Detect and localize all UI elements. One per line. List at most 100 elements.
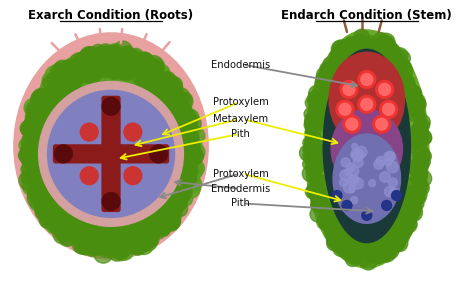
Circle shape <box>369 249 380 261</box>
Circle shape <box>332 49 345 62</box>
Circle shape <box>64 71 78 85</box>
Circle shape <box>43 197 62 216</box>
Circle shape <box>27 188 47 208</box>
Circle shape <box>53 78 70 94</box>
Circle shape <box>376 81 393 98</box>
Circle shape <box>174 133 191 150</box>
Circle shape <box>138 210 157 229</box>
Circle shape <box>315 98 330 112</box>
Circle shape <box>162 80 180 97</box>
Circle shape <box>171 99 182 109</box>
Circle shape <box>333 222 347 237</box>
Circle shape <box>149 72 165 88</box>
Circle shape <box>366 47 378 59</box>
Circle shape <box>68 206 80 217</box>
Circle shape <box>392 48 408 63</box>
Circle shape <box>372 32 389 50</box>
Circle shape <box>53 211 64 222</box>
Circle shape <box>158 90 178 110</box>
Ellipse shape <box>23 46 199 254</box>
Circle shape <box>142 77 159 94</box>
Circle shape <box>36 118 50 132</box>
Circle shape <box>37 122 47 133</box>
Circle shape <box>64 154 78 168</box>
Circle shape <box>182 153 199 169</box>
Circle shape <box>77 234 93 250</box>
Circle shape <box>173 183 184 194</box>
Circle shape <box>408 160 423 175</box>
Circle shape <box>102 242 118 258</box>
Circle shape <box>319 195 333 208</box>
Circle shape <box>151 208 169 225</box>
Circle shape <box>334 235 351 252</box>
Circle shape <box>77 237 90 250</box>
Circle shape <box>179 116 194 132</box>
Circle shape <box>175 163 190 177</box>
Circle shape <box>156 93 168 104</box>
Circle shape <box>128 78 142 92</box>
Circle shape <box>405 191 419 205</box>
Circle shape <box>372 249 385 263</box>
Circle shape <box>110 170 121 180</box>
Circle shape <box>100 164 114 179</box>
Circle shape <box>81 51 100 69</box>
Circle shape <box>166 80 180 93</box>
Circle shape <box>120 190 132 202</box>
Circle shape <box>308 142 324 159</box>
Circle shape <box>352 40 369 57</box>
Circle shape <box>382 201 392 210</box>
Circle shape <box>170 198 183 211</box>
Circle shape <box>403 99 420 116</box>
Circle shape <box>350 247 360 257</box>
Circle shape <box>53 70 65 82</box>
Circle shape <box>55 77 74 95</box>
Circle shape <box>63 157 74 169</box>
Circle shape <box>177 105 192 120</box>
Circle shape <box>28 120 42 134</box>
Circle shape <box>60 66 71 77</box>
Circle shape <box>389 67 404 81</box>
Circle shape <box>334 238 349 253</box>
Circle shape <box>178 117 197 136</box>
Circle shape <box>308 97 318 107</box>
Circle shape <box>331 40 349 58</box>
Circle shape <box>146 73 163 90</box>
Circle shape <box>91 70 106 85</box>
Circle shape <box>99 50 114 66</box>
Circle shape <box>401 61 411 72</box>
Circle shape <box>184 141 194 151</box>
Circle shape <box>105 70 124 89</box>
Circle shape <box>167 86 183 101</box>
Circle shape <box>163 212 180 230</box>
Circle shape <box>87 234 100 247</box>
Circle shape <box>146 77 159 89</box>
Circle shape <box>377 35 393 51</box>
Circle shape <box>101 233 112 244</box>
Circle shape <box>109 227 119 237</box>
Circle shape <box>143 232 159 247</box>
Circle shape <box>24 98 44 118</box>
Circle shape <box>344 50 360 66</box>
FancyBboxPatch shape <box>102 96 120 212</box>
Circle shape <box>338 54 351 67</box>
Circle shape <box>302 158 314 169</box>
Circle shape <box>104 145 116 157</box>
Circle shape <box>30 132 45 146</box>
Circle shape <box>91 131 106 147</box>
Circle shape <box>358 47 374 63</box>
Circle shape <box>143 219 159 234</box>
Circle shape <box>385 221 401 236</box>
Circle shape <box>129 59 140 70</box>
Circle shape <box>162 200 178 216</box>
Circle shape <box>321 206 332 217</box>
Circle shape <box>154 217 169 232</box>
Circle shape <box>358 47 369 58</box>
Circle shape <box>411 158 421 168</box>
Circle shape <box>96 162 113 179</box>
Circle shape <box>101 234 114 248</box>
Circle shape <box>135 222 153 240</box>
Circle shape <box>52 201 65 215</box>
Circle shape <box>356 146 367 158</box>
Circle shape <box>34 175 51 192</box>
Circle shape <box>167 88 185 106</box>
